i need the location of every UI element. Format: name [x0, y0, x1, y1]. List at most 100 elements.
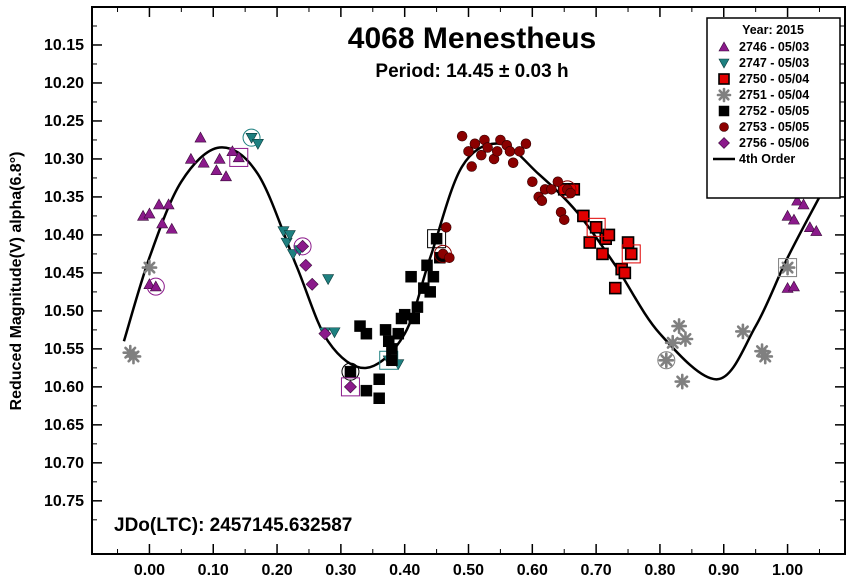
data-point	[608, 281, 622, 295]
legend-marker	[718, 41, 730, 52]
legend-entry-label: 2751 - 05/04	[739, 88, 809, 102]
data-point	[328, 327, 341, 339]
data-point	[232, 151, 245, 163]
x-tick-label: 0.90	[708, 562, 739, 579]
highlight-circle	[242, 128, 261, 147]
data-point	[143, 207, 156, 219]
fit-curve-path	[122, 142, 821, 381]
data-point	[440, 222, 452, 233]
data-point	[787, 213, 800, 225]
data-point	[618, 266, 632, 280]
data-point	[296, 239, 310, 253]
data-point	[491, 146, 503, 157]
data-point	[621, 236, 635, 249]
chart-title: 4068 Menestheus	[348, 22, 596, 55]
legend-marker	[718, 58, 730, 69]
data-point	[463, 146, 474, 157]
data-points	[122, 128, 823, 405]
data-point	[602, 228, 616, 242]
data-point	[469, 138, 481, 150]
data-point	[427, 270, 440, 283]
x-tick-label: 1.00	[772, 562, 803, 579]
highlight-box	[778, 258, 798, 278]
data-point	[476, 149, 487, 161]
chart-subtitle: Period: 14.45 ± 0.03 h	[375, 61, 568, 82]
y-tick-label: 10.45	[44, 265, 84, 282]
data-point	[360, 384, 373, 397]
y-tick-label: 10.70	[44, 455, 84, 472]
data-point	[527, 176, 538, 187]
data-point	[424, 286, 436, 298]
epoch-annotation: JDo(LTC): 2457145.632587	[114, 515, 352, 536]
data-point	[781, 209, 794, 221]
data-point	[165, 222, 178, 234]
legend-marker	[719, 122, 729, 132]
data-point	[141, 259, 158, 276]
data-point	[408, 312, 421, 325]
y-tick-label: 10.40	[44, 227, 84, 244]
y-tick-label: 10.35	[44, 189, 84, 206]
legend-entry-label: 2752 - 05/05	[739, 104, 809, 118]
legend: Year: 2015 2746 - 05/03 2747 - 05/03 2750 …	[706, 17, 841, 199]
data-point	[251, 139, 264, 150]
data-point	[386, 343, 398, 355]
legend-entry-label: 4th Order	[739, 152, 795, 166]
data-point	[565, 187, 576, 199]
data-point	[504, 146, 516, 157]
legend-entry-label: 2747 - 05/03	[739, 56, 809, 70]
data-point	[546, 184, 557, 195]
data-point	[156, 217, 169, 229]
data-point	[152, 198, 166, 210]
data-point	[757, 348, 774, 365]
x-tick-label: 0.80	[644, 562, 675, 579]
data-point	[674, 373, 691, 390]
legend-entry-label: 2753 - 05/05	[739, 120, 809, 134]
highlight-circle	[146, 277, 165, 296]
data-point	[149, 280, 162, 292]
fit-curve	[122, 142, 821, 381]
data-point	[734, 323, 751, 340]
legend-marker	[718, 105, 730, 117]
data-point	[507, 157, 519, 168]
x-tick-label: 0.30	[325, 562, 356, 579]
data-point	[444, 252, 455, 263]
data-point	[125, 348, 142, 365]
data-point	[558, 214, 570, 225]
data-point	[536, 195, 548, 206]
data-point	[810, 225, 823, 236]
data-point	[184, 152, 197, 164]
data-point	[596, 247, 609, 261]
data-point	[405, 270, 417, 283]
data-point	[213, 152, 226, 164]
y-axis-label: Reduced Magnitude(V) alpha(6.8°)	[8, 152, 25, 411]
legend-entry-label: 2756 - 05/06	[739, 136, 809, 150]
data-point	[379, 324, 392, 336]
highlight-box	[586, 217, 606, 237]
data-point	[466, 161, 477, 172]
data-point	[318, 327, 332, 341]
data-point	[791, 194, 804, 206]
highlight-circle	[433, 244, 452, 263]
data-point	[577, 209, 590, 223]
y-tick-label: 10.30	[44, 151, 84, 168]
highlight-circle	[341, 362, 360, 381]
data-point	[803, 221, 816, 233]
axis-ticks: 10.15 10.20 10.25 10.30 10.35 10.40 10.45 10.50…	[44, 7, 845, 579]
data-point	[283, 230, 296, 242]
data-point	[386, 354, 398, 367]
highlight-circle	[293, 237, 312, 256]
data-point	[360, 327, 373, 340]
legend-marker	[716, 87, 732, 103]
y-tick-label: 10.65	[44, 417, 84, 434]
data-point	[677, 331, 694, 347]
data-point	[280, 237, 293, 249]
y-tick-label: 10.15	[44, 37, 84, 54]
data-point	[671, 318, 687, 334]
data-point	[797, 198, 810, 210]
legend-marker	[718, 137, 730, 149]
data-point	[658, 352, 675, 369]
data-point	[589, 221, 603, 234]
data-point	[210, 164, 223, 176]
y-tick-label: 10.75	[44, 493, 84, 510]
